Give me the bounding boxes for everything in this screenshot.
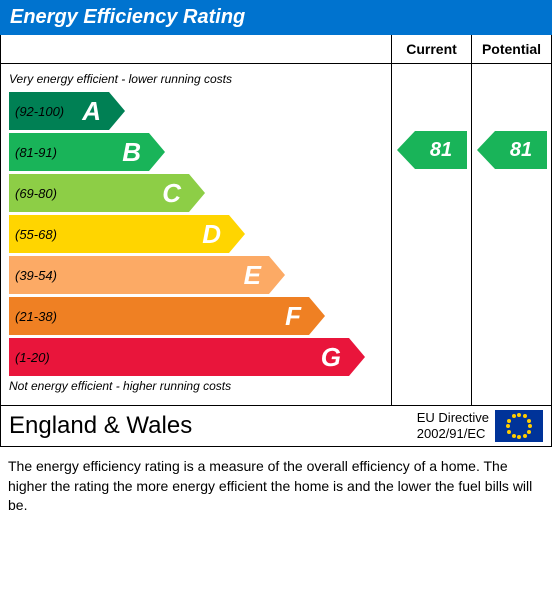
band-bar-g: (1-20) G <box>9 338 349 376</box>
band-bar-e: (39-54) E <box>9 256 269 294</box>
title-bar: Energy Efficiency Rating <box>0 0 552 35</box>
eu-flag-icon <box>495 410 543 442</box>
band-letter-g: G <box>321 342 341 373</box>
current-rating-value: 81 <box>415 131 467 169</box>
band-bar-a: (92-100) A <box>9 92 109 130</box>
band-letter-b: B <box>122 137 141 168</box>
band-row-c: (69-80) C <box>9 174 383 212</box>
band-range-f: (21-38) <box>9 309 57 324</box>
band-row-e: (39-54) E <box>9 256 383 294</box>
top-note: Very energy efficient - lower running co… <box>9 72 383 86</box>
title-text: Energy Efficiency Rating <box>10 6 245 28</box>
bars-column: Very energy efficient - lower running co… <box>1 64 391 405</box>
band-range-g: (1-20) <box>9 350 50 365</box>
potential-rating-value: 81 <box>495 131 547 169</box>
epc-chart: Energy Efficiency Rating Current Potenti… <box>0 0 552 526</box>
description-text: The energy efficiency rating is a measur… <box>0 447 552 526</box>
band-range-c: (69-80) <box>9 186 57 201</box>
band-bar-d: (55-68) D <box>9 215 229 253</box>
header-spacer <box>1 35 391 63</box>
band-range-a: (92-100) <box>9 104 64 119</box>
band-letter-c: C <box>162 178 181 209</box>
header-potential: Potential <box>471 35 551 63</box>
band-range-e: (39-54) <box>9 268 57 283</box>
directive-line1: EU Directive <box>417 410 489 426</box>
band-row-d: (55-68) D <box>9 215 383 253</box>
band-letter-d: D <box>202 219 221 250</box>
band-bar-f: (21-38) F <box>9 297 309 335</box>
chart-area: Current Potential Very energy efficient … <box>0 35 552 447</box>
bottom-note: Not energy efficient - higher running co… <box>9 379 383 393</box>
current-arrow-box: 81 <box>415 131 467 169</box>
region-label: England & Wales <box>9 412 417 440</box>
potential-column: 81 <box>471 64 551 405</box>
footer-row: England & Wales EU Directive 2002/91/EC <box>1 405 551 446</box>
body-row: Very energy efficient - lower running co… <box>1 64 551 405</box>
band-letter-e: E <box>244 260 261 291</box>
band-letter-f: F <box>285 301 301 332</box>
band-range-d: (55-68) <box>9 227 57 242</box>
band-range-b: (81-91) <box>9 145 57 160</box>
potential-arrow-box: 81 <box>495 131 547 169</box>
band-bar-b: (81-91) B <box>9 133 149 171</box>
header-current: Current <box>391 35 471 63</box>
band-letter-a: A <box>82 96 101 127</box>
band-bar-c: (69-80) C <box>9 174 189 212</box>
band-row-a: (92-100) A <box>9 92 383 130</box>
directive-label: EU Directive 2002/91/EC <box>417 410 489 441</box>
directive-line2: 2002/91/EC <box>417 426 489 442</box>
band-row-b: (81-91) B <box>9 133 383 171</box>
band-row-g: (1-20) G <box>9 338 383 376</box>
bars-holder: (92-100) A (81-91) B (69-80) C (55-68) D (39-54)… <box>9 92 383 376</box>
band-row-f: (21-38) F <box>9 297 383 335</box>
current-column: 81 <box>391 64 471 405</box>
header-row: Current Potential <box>1 35 551 64</box>
